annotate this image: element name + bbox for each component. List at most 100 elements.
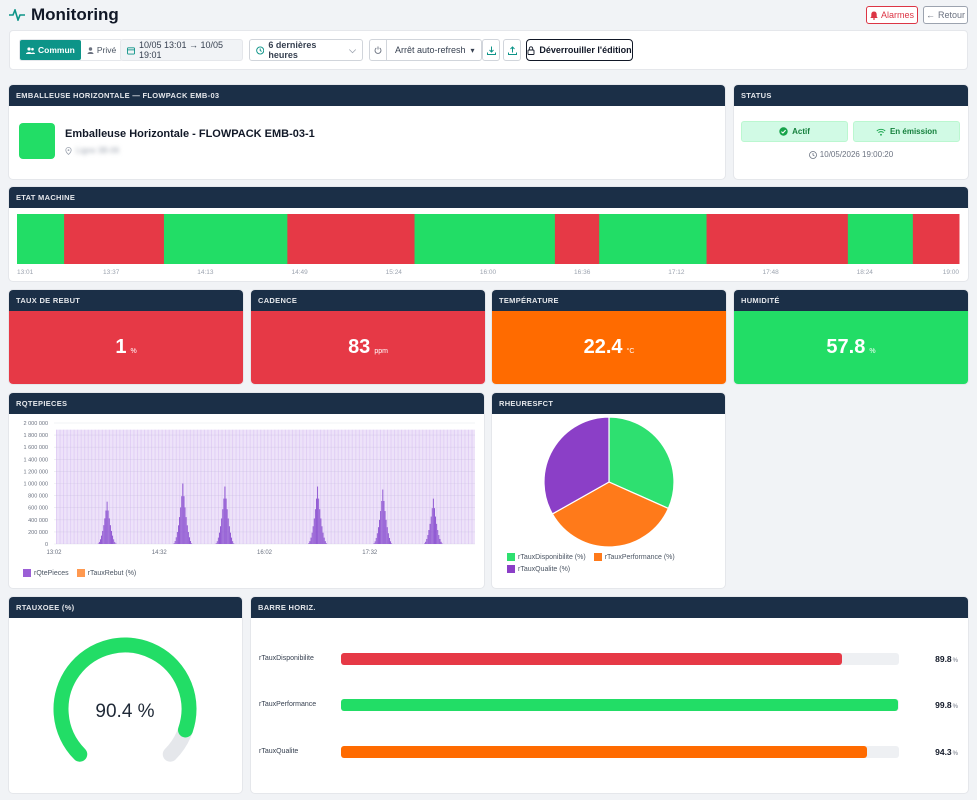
qte-bar[interactable] (388, 429, 390, 544)
qte-bar[interactable] (191, 429, 193, 544)
qte-bar[interactable] (279, 429, 281, 544)
qte-bar[interactable] (85, 429, 87, 544)
qte-bar[interactable] (216, 429, 218, 544)
qte-bar[interactable] (363, 429, 365, 544)
qte-bar[interactable] (212, 429, 214, 544)
qte-bar[interactable] (466, 429, 468, 544)
legend-item[interactable]: rTauxPerformance (%) (593, 553, 675, 561)
qte-bar[interactable] (61, 429, 63, 544)
qte-bar[interactable] (447, 429, 449, 544)
qte-bar[interactable] (100, 429, 102, 544)
qte-bar[interactable] (393, 429, 395, 544)
qte-bar[interactable] (349, 429, 351, 544)
qte-bar[interactable] (299, 429, 301, 544)
state-segment-stop[interactable] (554, 214, 600, 264)
qte-bar[interactable] (103, 429, 105, 544)
hbar-fill[interactable] (341, 699, 898, 711)
qte-bar[interactable] (139, 429, 141, 544)
qte-bar[interactable] (90, 429, 92, 544)
qte-bar[interactable] (360, 429, 362, 544)
qte-bar[interactable] (472, 429, 474, 544)
qte-bar[interactable] (423, 429, 425, 544)
qte-bar[interactable] (346, 429, 348, 544)
qte-bar[interactable] (142, 429, 144, 544)
qte-bar[interactable] (177, 429, 179, 544)
qte-bar[interactable] (72, 429, 74, 544)
qte-bar[interactable] (60, 429, 62, 544)
qte-bar[interactable] (243, 429, 245, 544)
qte-bar[interactable] (370, 429, 372, 544)
qte-bar[interactable] (57, 429, 59, 544)
qte-bar[interactable] (208, 429, 210, 544)
qte-bar[interactable] (352, 429, 354, 544)
qte-bar[interactable] (416, 429, 418, 544)
qte-bar[interactable] (336, 429, 338, 544)
qte-bar[interactable] (176, 429, 178, 544)
qte-peak[interactable] (373, 489, 393, 544)
hbar-fill[interactable] (341, 746, 868, 758)
qte-bar[interactable] (387, 429, 388, 544)
qte-bar[interactable] (458, 429, 460, 544)
alarms-button[interactable]: Alarmes (866, 6, 918, 24)
qte-bar[interactable] (367, 429, 369, 544)
qte-bar[interactable] (410, 429, 412, 544)
qte-bar[interactable] (414, 429, 416, 544)
qte-bar[interactable] (391, 429, 393, 544)
qte-bar[interactable] (296, 429, 298, 544)
qte-bar[interactable] (266, 429, 268, 544)
qte-bar[interactable] (374, 429, 376, 544)
qte-bar[interactable] (333, 429, 335, 544)
qte-bar[interactable] (331, 429, 333, 544)
qte-bar[interactable] (135, 429, 137, 544)
qte-bar[interactable] (440, 429, 442, 544)
qte-bar[interactable] (449, 429, 451, 544)
qte-bar[interactable] (400, 429, 402, 544)
qte-bar[interactable] (76, 429, 78, 544)
qte-bar[interactable] (433, 429, 435, 544)
qte-bar[interactable] (56, 429, 57, 544)
qte-bar[interactable] (180, 429, 182, 544)
qte-bar[interactable] (258, 429, 260, 544)
qte-peak[interactable] (173, 483, 193, 545)
qte-bar[interactable] (445, 429, 447, 544)
qte-bar[interactable] (469, 429, 471, 544)
qte-bar[interactable] (96, 429, 98, 544)
qte-bar[interactable] (62, 429, 64, 544)
qte-bar[interactable] (92, 429, 94, 544)
qte-bar[interactable] (173, 429, 175, 544)
qte-bar[interactable] (83, 429, 85, 544)
state-segment-stop[interactable] (287, 214, 416, 264)
qte-bar[interactable] (162, 429, 164, 544)
qte-bar[interactable] (409, 429, 411, 544)
qte-bar[interactable] (359, 429, 361, 544)
qte-bar[interactable] (442, 429, 444, 544)
qte-bar[interactable] (342, 429, 344, 544)
qte-bar[interactable] (118, 429, 120, 544)
qte-bar[interactable] (470, 429, 472, 544)
qte-peak[interactable] (308, 486, 327, 544)
qte-bar[interactable] (300, 429, 302, 544)
qte-bar[interactable] (452, 429, 454, 544)
qte-bar[interactable] (178, 429, 180, 544)
qte-bar[interactable] (329, 429, 331, 544)
qte-bar[interactable] (184, 429, 186, 544)
qte-bar[interactable] (244, 429, 246, 544)
scope-common-button[interactable]: Commun (20, 40, 81, 60)
qte-bar[interactable] (454, 429, 456, 544)
qte-bar[interactable] (419, 429, 421, 544)
hbar-fill[interactable] (341, 653, 843, 665)
qte-bar[interactable] (392, 429, 394, 544)
qte-bar[interactable] (356, 429, 358, 544)
qte-bar[interactable] (124, 429, 126, 544)
qte-bar[interactable] (131, 429, 133, 544)
qte-bar[interactable] (109, 429, 111, 544)
qte-bar[interactable] (153, 429, 155, 544)
qte-bar[interactable] (199, 429, 201, 544)
qte-bar[interactable] (194, 429, 196, 544)
qte-bar[interactable] (125, 429, 127, 544)
qte-bar[interactable] (111, 429, 113, 544)
qte-bar[interactable] (241, 429, 243, 544)
qte-bar[interactable] (347, 429, 349, 544)
qte-bar[interactable] (250, 429, 252, 544)
qte-bar[interactable] (366, 429, 368, 544)
